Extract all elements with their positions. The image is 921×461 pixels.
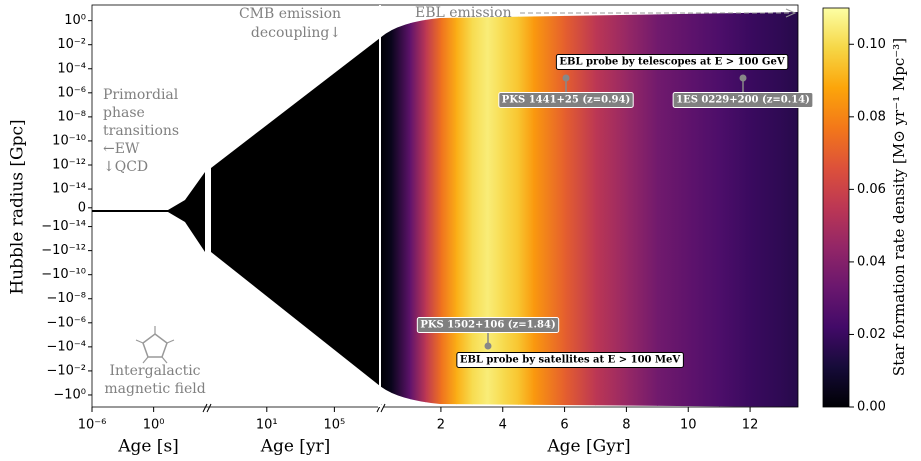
x-tick-label: 10⁵ — [324, 418, 346, 433]
y-tick-label: −10⁻¹⁴ — [41, 219, 86, 234]
source-marker — [484, 342, 492, 350]
y-tick-label: −10⁻¹² — [41, 243, 86, 258]
sfrd-segment — [471, 12, 488, 407]
colorbar-tick-label: 0.06 — [857, 182, 886, 197]
y-tick-label: −10⁻⁸ — [46, 291, 86, 306]
y-tick-label: 10⁻⁸ — [57, 109, 86, 124]
cmb-label: CMB emission — [239, 6, 341, 22]
sfrd-segment — [409, 12, 427, 407]
sfrd-segment — [391, 12, 411, 407]
phase-label: Primordial — [103, 87, 179, 103]
x-tick-label: 12 — [742, 418, 759, 433]
phase-label: transitions — [103, 123, 179, 139]
x-label: Age [s] — [117, 437, 179, 457]
y-tick-label: 0 — [78, 200, 86, 215]
sfrd-segment — [533, 12, 566, 407]
colorbar-tick-label: 0.02 — [857, 327, 886, 342]
phase-label: ←EW — [103, 141, 140, 157]
sfrd-segment — [456, 12, 473, 407]
colorbar — [822, 7, 850, 408]
funnel-early — [92, 172, 205, 252]
sfrd-segment — [657, 12, 689, 407]
sfrd-segment — [518, 12, 535, 407]
telescope-label: EBL probe by telescopes at E > 100 GeV — [559, 57, 784, 68]
colorbar-tick-label: 0.00 — [857, 400, 886, 415]
sfrd-segment — [425, 12, 442, 407]
x-tick-label: 4 — [499, 418, 507, 433]
heatmap — [380, 12, 798, 407]
phase-label: ↓QCD — [103, 159, 148, 175]
sfrd-segment — [487, 12, 504, 407]
y-tick-label: −10⁻² — [46, 363, 86, 378]
y-tick-label: 10⁻¹⁰ — [52, 133, 86, 148]
sfrd-segment — [564, 12, 597, 407]
axes-frame — [91, 4, 799, 408]
x-tick-label: 8 — [622, 418, 630, 433]
source-label: 1ES 0229+200 (z=0.14) — [676, 95, 810, 106]
label-box — [672, 92, 814, 108]
annotation-boxes: EBL probe by telescopes at E > 100 GeV P… — [416, 54, 814, 368]
y-tick-label: 10⁻² — [57, 37, 86, 52]
x-tick-label: 10⁰ — [143, 418, 165, 433]
x-label: Age [yr] — [260, 437, 331, 457]
x-tick-label: 10 — [680, 418, 697, 433]
satellite-label: EBL probe by satellites at E > 100 MeV — [460, 355, 681, 366]
sfrd-segment — [595, 12, 628, 407]
sfrd-segment — [780, 12, 798, 407]
field-label: Intergalactic — [109, 363, 200, 379]
label-box — [416, 317, 560, 333]
source-label: PKS 1502+106 (z=1.84) — [420, 320, 555, 331]
ebl-arrow-head — [785, 8, 797, 18]
y-tick-label: −10⁻⁴ — [46, 339, 86, 354]
y-tick-label: −10⁻¹⁰ — [41, 267, 86, 282]
sfrd-segment — [380, 12, 393, 407]
y-tick-label: 10⁻¹² — [52, 157, 86, 172]
y-label: Hubble radius [Gpc] — [8, 119, 28, 294]
label-box — [498, 92, 634, 108]
source-label: PKS 1441+25 (z=0.94) — [502, 95, 630, 106]
label-box — [456, 352, 684, 368]
source-marker — [739, 74, 747, 82]
field-icon — [142, 333, 168, 358]
funnel-mid — [211, 38, 380, 386]
field-label: magnetic field — [104, 381, 205, 397]
y-tick-label: 10⁰ — [64, 13, 86, 28]
y-tick-label: −10⁰ — [53, 387, 86, 402]
y-tick-label: 10⁻⁴ — [57, 61, 86, 76]
field-icon — [135, 326, 175, 364]
colorbar-tick-label: 0.04 — [857, 254, 886, 269]
colorbar-tick-label: 0.10 — [857, 37, 886, 52]
y-tick-label: 10⁻⁶ — [57, 85, 86, 100]
colorbar-tick-label: 0.08 — [857, 109, 886, 124]
x-tick-label: 10¹ — [256, 418, 278, 433]
x-label: Age [Gyr] — [546, 437, 630, 457]
x-tick-label: 6 — [560, 418, 568, 433]
sfrd-segment — [502, 12, 519, 407]
ebl-emission: EBL emission — [415, 5, 512, 21]
label-box — [555, 54, 789, 70]
sfrd-segment — [440, 12, 457, 407]
x-tick-label: 2 — [437, 418, 445, 433]
source-marker — [562, 74, 570, 82]
sfrd-segment — [626, 12, 658, 407]
cmb-label: decoupling↓ — [251, 25, 341, 41]
y-tick-label: 10⁻¹⁴ — [52, 182, 86, 197]
colorbar-label: Star formation rate density [M⊙ yr⁻¹ Mpc… — [890, 38, 908, 376]
axis-break — [202, 403, 386, 413]
sfrd-segment — [688, 12, 720, 407]
y-tick-label: −10⁻⁶ — [46, 315, 86, 330]
x-tick-label: 10⁻⁶ — [78, 418, 107, 433]
phase-label: phase — [103, 105, 145, 121]
sfrd-segment — [750, 12, 782, 407]
